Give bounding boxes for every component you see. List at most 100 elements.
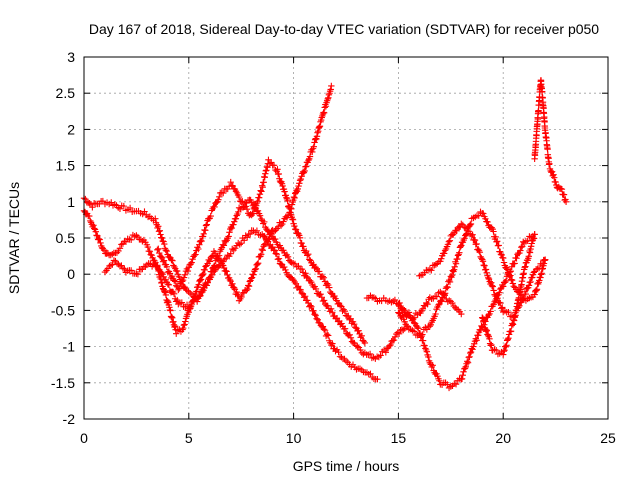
- data-point: [226, 276, 234, 284]
- data-point: [283, 194, 290, 201]
- data-point: [273, 251, 281, 258]
- data-point: [533, 286, 541, 293]
- data-point: [204, 279, 211, 286]
- data-point: [387, 341, 394, 349]
- data-point: [560, 191, 568, 198]
- data-point: [302, 163, 310, 170]
- data-point: [483, 269, 490, 277]
- data-point: [225, 233, 232, 240]
- data-point: [534, 115, 542, 123]
- data-point: [285, 203, 292, 210]
- series-s1: [80, 195, 408, 362]
- data-point: [268, 159, 275, 166]
- data-point: [221, 255, 228, 263]
- data-point: [133, 270, 140, 277]
- data-point: [277, 179, 284, 186]
- data-point: [367, 370, 374, 378]
- data-point: [460, 368, 467, 375]
- data-point: [496, 289, 503, 296]
- y-tick-label: 0.5: [56, 230, 76, 246]
- data-point: [452, 260, 460, 267]
- data-point: [396, 299, 403, 307]
- data-point: [399, 305, 407, 312]
- data-point: [454, 255, 461, 263]
- data-point: [161, 240, 168, 248]
- data-point: [452, 380, 460, 388]
- data-point: [518, 244, 525, 251]
- data-point: [246, 230, 254, 238]
- data-point: [228, 224, 236, 232]
- data-point: [448, 271, 456, 279]
- data-point: [322, 103, 330, 110]
- data-point: [275, 170, 282, 178]
- data-point: [304, 252, 311, 259]
- data-point: [254, 207, 262, 214]
- data-point: [168, 272, 176, 280]
- data-point: [505, 331, 513, 338]
- y-tick-label: 1.5: [56, 158, 76, 174]
- data-point: [328, 341, 335, 349]
- data-point: [175, 273, 183, 280]
- data-point: [305, 156, 312, 164]
- data-point: [551, 174, 558, 181]
- data-point: [262, 234, 269, 242]
- data-point: [154, 262, 161, 269]
- data-point: [329, 309, 336, 316]
- data-point: [513, 255, 520, 262]
- data-point: [501, 278, 509, 286]
- data-point: [289, 215, 296, 223]
- data-point: [258, 188, 265, 195]
- data-point: [328, 82, 335, 90]
- data-point: [526, 249, 534, 256]
- data-point: [248, 274, 256, 281]
- x-axis-ticks: 0 5 10 15 20 25: [80, 57, 616, 446]
- series-s10: [531, 76, 570, 205]
- data-point: [220, 242, 228, 249]
- y-axis-ticks: -2 -1.5 -1 -0.5 0 0.5 1 1.5 2 2.5 3: [51, 49, 608, 427]
- data-point: [307, 302, 314, 309]
- series-s4: [154, 156, 369, 347]
- data-point: [226, 229, 233, 236]
- data-point: [239, 198, 246, 205]
- data-point: [312, 285, 320, 293]
- data-point: [464, 227, 471, 234]
- data-point: [391, 296, 399, 304]
- data-point: [289, 216, 297, 223]
- x-axis-title: GPS time / hours: [293, 458, 400, 474]
- data-point: [287, 258, 294, 265]
- data-point: [480, 317, 487, 324]
- data-point: [174, 327, 181, 334]
- data-point: [192, 251, 199, 258]
- data-point: [311, 136, 319, 143]
- data-point: [295, 230, 302, 238]
- data-point: [467, 349, 474, 357]
- data-point: [400, 326, 407, 334]
- data-point: [558, 185, 566, 193]
- data-point: [148, 251, 155, 259]
- data-point: [395, 300, 402, 308]
- data-point: [446, 278, 454, 286]
- data-point: [507, 272, 514, 279]
- y-tick-label: 2.5: [56, 85, 76, 101]
- data-point: [538, 88, 546, 95]
- data-point: [183, 301, 191, 309]
- data-point: [510, 283, 517, 290]
- y-tick-label: -0.5: [51, 302, 75, 318]
- data-point: [155, 223, 162, 230]
- data-point: [106, 262, 113, 270]
- data-point: [320, 109, 328, 116]
- y-tick-label: 1: [67, 194, 75, 210]
- data-point: [89, 204, 96, 211]
- data-point: [386, 342, 393, 350]
- data-point: [96, 236, 103, 243]
- data-point: [166, 304, 173, 311]
- data-point: [169, 257, 176, 264]
- data-point: [227, 178, 234, 186]
- data-point: [258, 251, 265, 258]
- data-point: [168, 313, 175, 321]
- data-point: [479, 258, 487, 265]
- data-point: [544, 146, 551, 153]
- data-point: [314, 316, 321, 323]
- data-point: [423, 326, 431, 333]
- data-point: [350, 320, 358, 328]
